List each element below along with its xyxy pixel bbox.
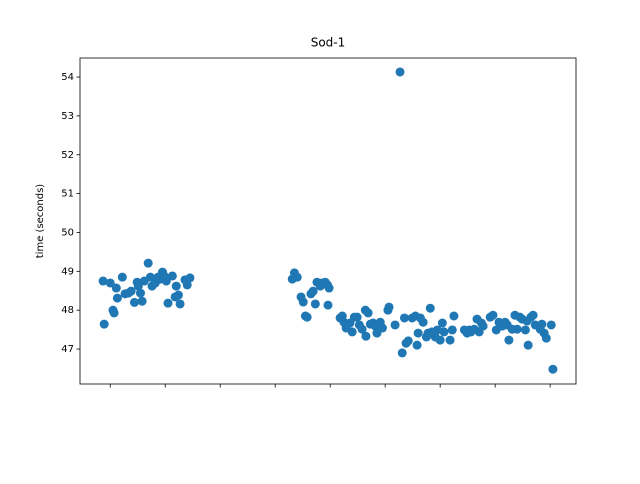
data-point xyxy=(137,296,147,306)
data-point xyxy=(105,278,115,288)
y-tick-label: 49 xyxy=(61,266,74,277)
data-point xyxy=(129,297,139,307)
data-point xyxy=(412,340,422,350)
data-point xyxy=(347,327,357,337)
data-point xyxy=(520,325,530,335)
data-point xyxy=(298,297,308,307)
data-point xyxy=(512,324,522,334)
y-tick-label: 54 xyxy=(61,72,74,83)
y-tick-label: 51 xyxy=(61,189,74,200)
data-point xyxy=(310,299,320,309)
y-tick-label: 52 xyxy=(61,150,74,161)
data-point xyxy=(397,348,407,358)
data-point xyxy=(523,340,533,350)
data-point xyxy=(133,281,143,291)
data-point xyxy=(478,321,488,331)
data-point xyxy=(323,300,333,310)
data-point xyxy=(445,335,455,345)
data-point xyxy=(324,283,334,293)
data-point xyxy=(425,303,435,313)
data-point xyxy=(171,281,181,291)
data-point xyxy=(403,336,413,346)
data-point xyxy=(418,317,428,327)
data-point xyxy=(395,67,405,77)
data-point xyxy=(182,280,192,290)
data-point xyxy=(377,323,387,333)
data-point xyxy=(143,258,153,268)
data-point xyxy=(449,311,459,321)
data-point xyxy=(302,312,312,322)
data-point xyxy=(111,283,121,293)
plot-frame xyxy=(79,57,577,385)
data-point xyxy=(292,272,302,282)
data-point xyxy=(109,308,119,318)
data-point xyxy=(161,276,171,286)
y-tick-label: 48 xyxy=(61,305,74,316)
data-point xyxy=(384,302,394,312)
data-point xyxy=(546,320,556,330)
data-point xyxy=(437,318,447,328)
data-point xyxy=(167,271,177,281)
data-point xyxy=(435,335,445,345)
data-point xyxy=(548,364,558,374)
data-point xyxy=(504,335,514,345)
data-point xyxy=(541,333,551,343)
data-point xyxy=(175,299,185,309)
data-point xyxy=(439,327,449,337)
data-point xyxy=(163,298,173,308)
data-point xyxy=(352,312,362,322)
data-point xyxy=(399,313,409,323)
data-point xyxy=(117,272,127,282)
data-point xyxy=(413,328,423,338)
y-tick-label: 53 xyxy=(61,111,74,122)
data-point xyxy=(528,310,538,320)
y-axis-label: time (seconds) xyxy=(35,184,46,259)
chart-title: Sod-1 xyxy=(311,36,346,50)
data-point xyxy=(112,293,122,303)
data-point xyxy=(135,288,145,298)
data-point xyxy=(98,276,108,286)
y-tick-label: 47 xyxy=(61,344,74,355)
data-point xyxy=(363,308,373,318)
data-point xyxy=(308,286,318,296)
data-point xyxy=(361,331,371,341)
data-point xyxy=(126,286,136,296)
data-point xyxy=(357,324,367,334)
data-point xyxy=(447,325,457,335)
data-point xyxy=(537,319,547,329)
data-point xyxy=(488,310,498,320)
data-point xyxy=(185,273,195,283)
data-point xyxy=(173,290,183,300)
data-point xyxy=(390,320,400,330)
y-tick-label: 50 xyxy=(61,227,74,238)
data-point xyxy=(99,319,109,329)
